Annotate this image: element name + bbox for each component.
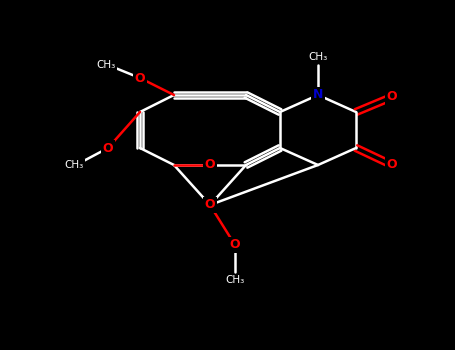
Text: CH₃: CH₃ bbox=[308, 52, 328, 62]
Text: O: O bbox=[205, 159, 215, 172]
Text: O: O bbox=[135, 71, 145, 84]
Text: O: O bbox=[230, 238, 240, 252]
Text: O: O bbox=[387, 159, 397, 172]
Text: CH₃: CH₃ bbox=[96, 60, 116, 70]
Text: O: O bbox=[387, 91, 397, 104]
Text: O: O bbox=[205, 198, 215, 211]
Text: N: N bbox=[313, 89, 323, 101]
Text: O: O bbox=[103, 141, 113, 154]
Text: CH₃: CH₃ bbox=[225, 275, 245, 285]
Text: CH₃: CH₃ bbox=[64, 160, 84, 170]
